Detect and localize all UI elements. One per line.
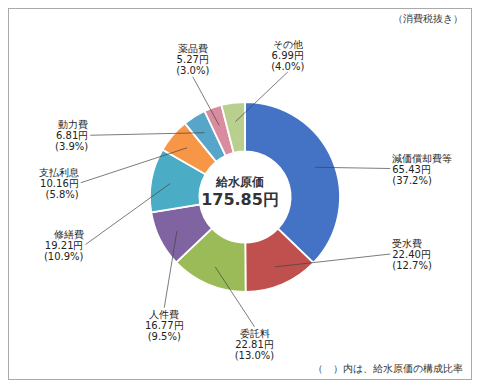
html-text:（ ）内は、給水原価の構成比率: （ ）内は、給水原価の構成比率 bbox=[313, 363, 463, 374]
html-text:175.85円: 175.85円 bbox=[201, 189, 279, 209]
svg-text:修繕費19.21円(10.9%): 修繕費19.21円(10.9%) bbox=[44, 228, 84, 261]
svg-text:受水費22.40円(12.7%): 受水費22.40円(12.7%) bbox=[392, 238, 432, 271]
html-text:（消費税抜き）: （消費税抜き） bbox=[393, 13, 463, 24]
svg-text:動力費6.81円(3.9%): 動力費6.81円(3.9%) bbox=[55, 119, 88, 152]
svg-text:人件費16.77円(9.5%): 人件費16.77円(9.5%) bbox=[145, 309, 184, 342]
svg-text:薬品費5.27円(3.0%): 薬品費5.27円(3.0%) bbox=[176, 43, 209, 76]
svg-text:委託料22.81円(13.0%): 委託料22.81円(13.0%) bbox=[235, 328, 275, 361]
html-text:給水原価: 給水原価 bbox=[216, 174, 264, 189]
svg-text:その他6.99円(4.0%): その他6.99円(4.0%) bbox=[271, 38, 304, 71]
svg-text:減価償却費等65.43円(37.2%): 減価償却費等65.43円(37.2%) bbox=[392, 152, 452, 185]
svg-text:支払利息10.16円(5.8%): 支払利息10.16円(5.8%) bbox=[39, 166, 79, 199]
